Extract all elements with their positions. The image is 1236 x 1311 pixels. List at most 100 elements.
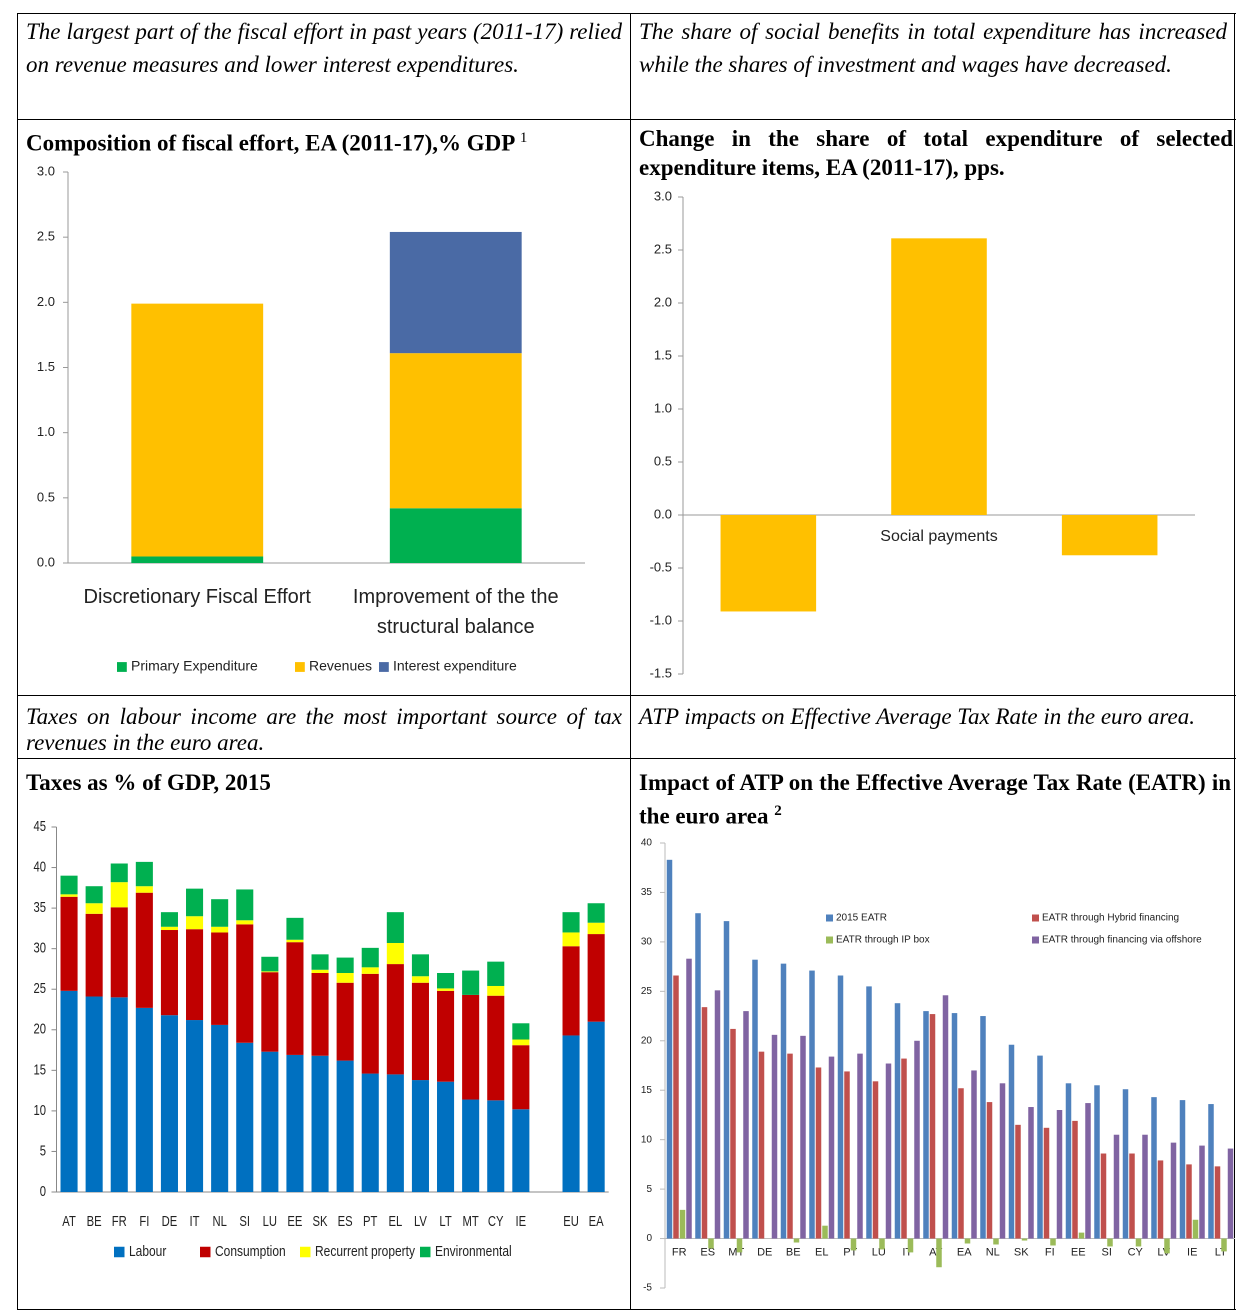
y-tick-label: 20 xyxy=(33,1020,46,1037)
legend-label: EATR through financing via offshore xyxy=(1042,935,1202,946)
bar-segment xyxy=(562,946,580,1036)
bar xyxy=(1028,1107,1034,1239)
bar-segment xyxy=(336,1060,354,1192)
bar xyxy=(1043,1127,1050,1239)
footnote-mark: 1 xyxy=(519,130,528,146)
legend-label: Revenues xyxy=(309,658,372,674)
bar-segment xyxy=(386,1074,404,1192)
x-tick-label: PT xyxy=(363,1212,377,1229)
bar-segment xyxy=(512,1045,530,1110)
y-tick-label: 2.5 xyxy=(37,229,55,244)
caption: The share of social benefits in total ex… xyxy=(639,19,1227,77)
bar-segment xyxy=(211,926,229,933)
legend-label: 2015 EATR xyxy=(836,913,887,924)
x-tick-label: CY xyxy=(1128,1246,1144,1258)
y-tick-label: 10 xyxy=(33,1101,46,1118)
x-tick-label: SK xyxy=(1014,1246,1029,1258)
bar-segment xyxy=(160,912,178,927)
x-tick-label: DE xyxy=(757,1246,772,1258)
bar xyxy=(1015,1124,1021,1239)
legend-swatch xyxy=(1032,914,1039,922)
bar xyxy=(942,995,949,1239)
bar-segment xyxy=(487,995,505,1101)
bar-segment xyxy=(110,907,128,998)
legend-label: Labour xyxy=(129,1243,167,1260)
bar-segment xyxy=(110,997,128,1192)
bar-segment xyxy=(361,973,379,1074)
legend-label: Environmental xyxy=(435,1243,512,1260)
chart-header: Composition of fiscal effort, EA (2011-1… xyxy=(18,124,630,158)
x-tick-label: EA xyxy=(957,1246,972,1258)
bar xyxy=(1170,1142,1177,1239)
legend-swatch xyxy=(379,662,389,672)
bar-segment xyxy=(236,1042,254,1192)
bar xyxy=(701,1007,708,1239)
bar-segment xyxy=(311,954,329,970)
bar xyxy=(1129,1153,1135,1239)
bar xyxy=(828,1056,835,1239)
bar xyxy=(958,1088,964,1239)
x-tick-label-box: Discretionary Fiscal Effort xyxy=(84,586,311,608)
x-tick-label: NL xyxy=(212,1212,226,1229)
bar xyxy=(1122,1089,1129,1239)
y-tick-label: 5 xyxy=(646,1184,652,1195)
legend-label: Recurrent property xyxy=(315,1243,415,1260)
x-tick-label: CY xyxy=(488,1212,504,1229)
bar-segment xyxy=(131,303,264,557)
bar xyxy=(815,1067,822,1239)
bar xyxy=(1164,1238,1170,1254)
x-tick-label: SK xyxy=(313,1212,328,1229)
x-tick-label: EL xyxy=(388,1212,402,1229)
bar-segment xyxy=(389,508,522,563)
bar xyxy=(1199,1145,1205,1239)
x-tick-label: DE xyxy=(162,1212,178,1229)
bar-segment xyxy=(261,971,279,973)
chart: 0 5 10 15 20 25 30 35 40 45 AT BE FR FI DE IT NL SI LU EE SK… xyxy=(33,817,609,1260)
bar-segment xyxy=(60,896,78,991)
bar xyxy=(872,1081,879,1239)
table-rule xyxy=(17,758,1236,759)
x-tick-label: IT xyxy=(902,1246,912,1258)
bar xyxy=(850,1238,857,1251)
y-tick-label: -0.5 xyxy=(650,559,672,574)
y-tick-label: 0.0 xyxy=(654,506,672,521)
table-rule xyxy=(630,13,631,1310)
y-tick-label: 30 xyxy=(33,939,46,956)
bar xyxy=(1100,1153,1107,1239)
y-tick-label: 3.0 xyxy=(37,163,55,178)
bar xyxy=(758,1051,765,1239)
y-tick-label: 0 xyxy=(40,1182,46,1199)
table-rule xyxy=(17,1309,1236,1310)
legend-label: EATR through Hybrid financing xyxy=(1042,913,1179,924)
y-tick-label: 1.5 xyxy=(37,359,55,374)
bar-segment xyxy=(411,982,429,1081)
x-tick-label: SI xyxy=(239,1212,250,1229)
bar xyxy=(1072,1120,1078,1239)
legend-label: EATR through IP box xyxy=(836,935,930,946)
bar-segment xyxy=(135,892,153,1008)
bar xyxy=(980,1016,986,1239)
bar-segment xyxy=(286,942,304,1055)
bar-segment xyxy=(186,1020,204,1192)
legend-swatch xyxy=(114,1246,125,1258)
bar xyxy=(1214,1166,1221,1239)
bar xyxy=(1094,1085,1100,1239)
bar xyxy=(730,1028,736,1239)
y-tick-label: 20 xyxy=(641,1035,653,1046)
bar xyxy=(879,1238,885,1250)
bar xyxy=(993,1238,999,1245)
bar xyxy=(1186,1164,1192,1239)
bar-segment xyxy=(587,903,605,923)
bar xyxy=(914,1040,920,1239)
bar xyxy=(686,958,692,1239)
x-tick-label: MT xyxy=(463,1212,479,1229)
bar xyxy=(885,1063,892,1239)
bar xyxy=(964,1238,971,1244)
legend-swatch xyxy=(826,914,833,922)
x-tick-label: EU xyxy=(563,1212,579,1229)
legend-swatch xyxy=(200,1246,211,1258)
table-rule xyxy=(1234,13,1235,1310)
bar-segment xyxy=(587,1021,605,1192)
bar xyxy=(894,1003,901,1239)
